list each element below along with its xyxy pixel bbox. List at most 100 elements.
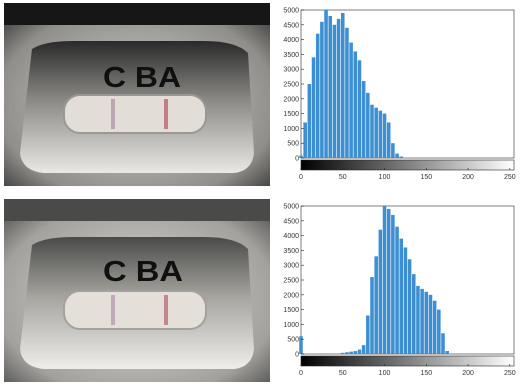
- y-tick-label: 0: [295, 156, 299, 163]
- histogram-bar: [361, 345, 366, 354]
- histogram-bar: [315, 33, 320, 158]
- histogram-bar: [407, 259, 412, 354]
- y-tick-label: 5000: [283, 204, 299, 211]
- histogram-bar: [361, 81, 366, 158]
- histogram-bar: [349, 42, 353, 159]
- y-tick-label: 3500: [283, 248, 299, 255]
- histogram-bar: [307, 84, 312, 158]
- test-strip-photo-top: C BA: [4, 3, 270, 186]
- histogram-bottom: 0 500 1000 1500 2000 2500 3000 3500 4000 4500 5000…: [281, 198, 520, 384]
- test-line: [164, 99, 168, 129]
- histogram-bar: [357, 60, 362, 158]
- histogram-bar: [345, 27, 349, 159]
- x-tick-label: 0: [299, 370, 303, 377]
- histogram-bar: [340, 352, 345, 354]
- histogram-bar: [403, 247, 408, 354]
- plot-area: [300, 205, 515, 355]
- histogram-bar: [374, 107, 378, 158]
- histogram-bar: [353, 351, 358, 354]
- histogram-bar: [366, 315, 370, 354]
- cassette-top-edge: [4, 3, 270, 25]
- histogram-bar: [395, 226, 399, 354]
- histogram-bar: [366, 92, 370, 158]
- histogram-bar: [324, 10, 328, 158]
- x-tick-label: 100: [379, 174, 391, 181]
- x-tick-label: 150: [420, 370, 432, 377]
- y-tick-label: 5000: [283, 8, 299, 15]
- y-tick-label: 1500: [283, 307, 299, 314]
- histogram-bar: [391, 214, 395, 354]
- control-line: [111, 99, 115, 129]
- histogram-bar: [445, 351, 449, 354]
- histogram-svg: 0500100015002000250030003500400045005000…: [283, 204, 516, 378]
- histogram-bar: [411, 274, 416, 354]
- histogram-bar: [416, 285, 420, 354]
- histogram-bar: [370, 104, 374, 158]
- y-tick-label: 3500: [283, 52, 299, 59]
- histogram-bar: [353, 51, 358, 158]
- histogram-bar: [395, 153, 399, 158]
- y-tick-label: 2500: [283, 82, 299, 89]
- x-tick-label: 250: [504, 174, 516, 181]
- y-tick-label: 500: [287, 141, 299, 148]
- y-tick-label: 4000: [283, 37, 299, 44]
- grayscale-colorbar: [300, 355, 515, 367]
- y-tick-label: 1000: [283, 322, 299, 329]
- x-tick-label: 150: [420, 174, 432, 181]
- histogram-bar: [391, 143, 395, 158]
- histogram-bar: [303, 122, 307, 158]
- y-tick-label: 4000: [283, 233, 299, 240]
- histogram-bar: [299, 155, 303, 158]
- x-tick-label: 250: [504, 370, 516, 377]
- histogram-bar: [437, 309, 441, 354]
- grayscale-colorbar: [300, 159, 515, 171]
- histogram-bar: [357, 349, 362, 354]
- histogram-bar: [370, 277, 374, 354]
- y-tick-label: 0: [295, 352, 299, 359]
- strip-label-text: C BA: [103, 256, 183, 288]
- y-tick-label: 4500: [283, 22, 299, 29]
- histogram-bar: [349, 351, 353, 354]
- histogram-bar: [386, 122, 391, 158]
- histogram-bar: [420, 288, 424, 354]
- histogram-bar: [336, 18, 341, 158]
- test-strip-photo-bottom: C BA: [4, 199, 270, 382]
- result-window: [63, 94, 207, 134]
- histogram-bar: [374, 256, 378, 354]
- y-tick-label: 4500: [283, 218, 299, 225]
- histogram-bar: [399, 156, 404, 158]
- y-tick-label: 2000: [283, 96, 299, 103]
- result-window: [63, 290, 207, 330]
- histogram-bar: [424, 291, 429, 354]
- histogram-bar: [432, 300, 437, 354]
- y-tick-label: 2000: [283, 292, 299, 299]
- x-tick-label: 200: [462, 174, 474, 181]
- histogram-bar: [320, 21, 324, 159]
- strip-label-text: C BA: [103, 62, 181, 94]
- histogram-svg: 0500100015002000250030003500400045005000…: [283, 8, 516, 182]
- histogram-top: 0 500 1000 1500 2000 2500 3000 3500 4000 4500 5000…: [281, 2, 520, 188]
- histogram-bar: [382, 206, 387, 354]
- x-tick-label: 50: [339, 370, 347, 377]
- histogram-bar: [378, 110, 383, 158]
- histogram-bar: [382, 113, 387, 158]
- histogram-bar: [428, 294, 433, 354]
- y-tick-label: 3000: [283, 263, 299, 270]
- y-tick-label: 3000: [283, 67, 299, 74]
- histogram-bar: [441, 333, 445, 354]
- x-tick-label: 200: [462, 370, 474, 377]
- histogram-bar: [340, 12, 345, 158]
- y-tick-label: 2500: [283, 278, 299, 285]
- histogram-bar: [311, 57, 316, 158]
- histogram-bar: [378, 229, 383, 354]
- histogram-bar: [332, 24, 337, 158]
- histogram-bar: [386, 208, 391, 354]
- histogram-bar: [328, 15, 333, 159]
- histogram-bar: [299, 336, 303, 354]
- x-tick-label: 100: [379, 370, 391, 377]
- x-tick-label: 50: [339, 174, 347, 181]
- x-tick-label: 0: [299, 174, 303, 181]
- y-tick-label: 1500: [283, 111, 299, 118]
- histogram-bar: [345, 352, 349, 354]
- control-line: [111, 295, 115, 325]
